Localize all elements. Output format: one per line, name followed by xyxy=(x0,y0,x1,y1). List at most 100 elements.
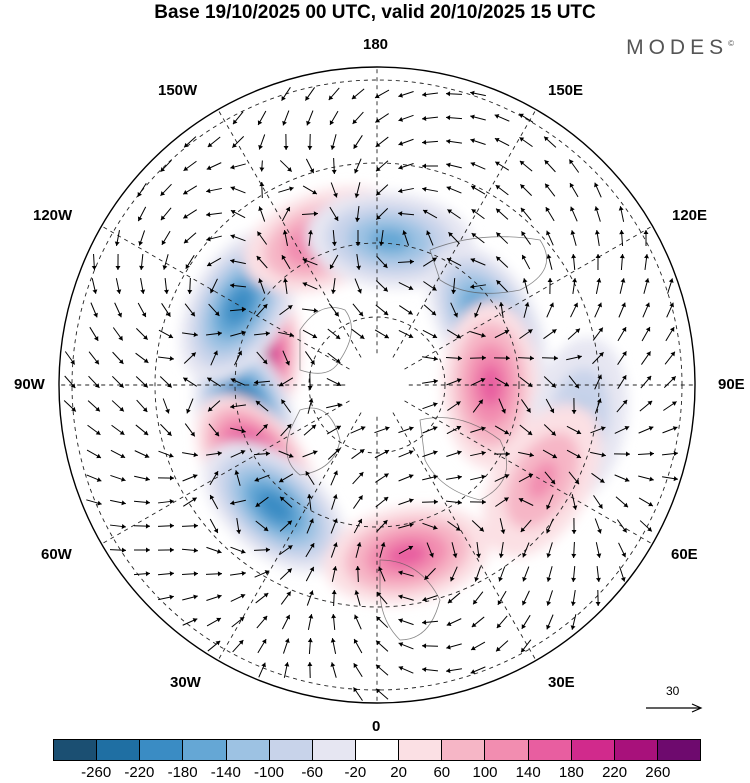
wind-arrow xyxy=(639,520,653,532)
wind-arrow xyxy=(157,523,175,529)
wind-arrow xyxy=(375,160,389,172)
wind-arrow xyxy=(614,474,630,482)
wind-arrow xyxy=(421,115,439,121)
wind-arrow xyxy=(229,307,247,313)
wind-arrow xyxy=(331,613,337,631)
wind-arrow xyxy=(230,258,246,265)
wind-arrow xyxy=(476,542,481,558)
wind-arrow xyxy=(375,304,389,316)
wind-arrow xyxy=(87,424,101,436)
wind-arrow xyxy=(139,253,145,271)
wind-arrow xyxy=(183,160,197,172)
colorbar-tick-label: -220 xyxy=(124,764,155,781)
wind-arrow xyxy=(422,426,438,434)
wind-arrow xyxy=(421,619,439,625)
wind-arrow xyxy=(206,212,222,218)
wind-arrow xyxy=(595,542,602,558)
wind-arrow xyxy=(157,547,175,553)
wind-arrow xyxy=(355,205,361,223)
wind-arrow xyxy=(446,668,462,674)
wind-arrow xyxy=(617,351,627,365)
wind-arrow xyxy=(278,186,294,193)
wind-arrow xyxy=(351,328,365,340)
wind-arrow xyxy=(569,182,579,198)
wind-arrow xyxy=(111,375,125,389)
wind-arrow xyxy=(638,475,654,482)
wind-arrow xyxy=(207,400,221,412)
wind-arrow xyxy=(518,498,534,506)
wind-arrow xyxy=(355,542,362,558)
wind-arrow xyxy=(182,452,198,458)
brand-logo: MODES© xyxy=(626,36,734,60)
wind-arrow xyxy=(494,161,510,171)
wind-arrow xyxy=(470,331,486,338)
wind-arrow xyxy=(258,662,266,678)
wind-arrow xyxy=(329,206,339,222)
wind-arrow xyxy=(210,278,218,294)
wind-arrow xyxy=(258,278,266,294)
wind-arrow xyxy=(353,518,363,534)
wind-arrow xyxy=(619,278,626,294)
wind-arrow xyxy=(208,303,220,317)
wind-arrow xyxy=(566,425,582,435)
wind-arrow xyxy=(112,327,124,341)
wind-arrow xyxy=(209,518,219,534)
wind-arrow xyxy=(206,546,222,554)
wind-arrow xyxy=(230,330,246,337)
wind-arrow xyxy=(447,209,461,219)
wind-arrow xyxy=(591,472,605,484)
wind-arrow xyxy=(640,375,652,389)
wind-arrow xyxy=(110,449,126,459)
wind-arrow xyxy=(666,302,674,318)
wind-arrow xyxy=(398,498,414,506)
wind-arrow xyxy=(64,351,76,365)
wind-arrow xyxy=(283,133,289,151)
wind-arrow xyxy=(375,208,389,220)
wind-arrow xyxy=(398,426,414,434)
colorbar-tick-label: -60 xyxy=(301,764,324,781)
wind-arrow xyxy=(397,259,415,265)
colorbar-swatch xyxy=(528,740,572,760)
wind-arrow xyxy=(446,138,462,144)
wind-arrow xyxy=(494,474,510,482)
copyright-mark: © xyxy=(728,39,734,48)
wind-arrow xyxy=(519,376,533,388)
colorbar-tick-label: -100 xyxy=(253,764,285,781)
wind-arrow xyxy=(593,495,603,509)
wind-arrow xyxy=(308,230,313,246)
wind-arrow xyxy=(493,355,511,361)
wind-arrow xyxy=(447,401,461,411)
wind-arrow xyxy=(571,253,577,271)
wind-arrow xyxy=(617,326,627,342)
colorbar-swatch xyxy=(399,740,443,760)
wind-arrow xyxy=(399,305,413,315)
wind-arrow xyxy=(279,496,293,508)
scandinavia-outline xyxy=(419,417,508,501)
wind-arrow xyxy=(375,664,389,676)
wind-arrow xyxy=(181,571,199,577)
wind-arrow xyxy=(279,544,293,556)
wind-arrow xyxy=(231,616,245,628)
wind-arrow xyxy=(447,592,461,604)
colorbar-swatch xyxy=(140,740,184,760)
wind-arrow xyxy=(422,474,438,481)
latitude-circle xyxy=(308,316,446,454)
wind-arrow xyxy=(158,594,174,601)
wind-arrow xyxy=(450,566,458,582)
wind-arrow xyxy=(375,496,389,508)
wind-arrow xyxy=(571,517,577,535)
wind-arrow xyxy=(354,158,362,174)
wind-arrow xyxy=(546,302,554,318)
wind-arrow xyxy=(426,542,434,558)
wind-arrow xyxy=(282,350,290,366)
wind-arrow xyxy=(495,256,509,268)
wind-arrow xyxy=(374,89,390,99)
wind-arrow xyxy=(471,520,485,532)
wind-arrow xyxy=(594,518,602,534)
wind-arrow xyxy=(590,426,606,434)
wind-arrow xyxy=(230,378,246,386)
wind-arrow xyxy=(495,640,509,652)
colorbar-tick-label: -180 xyxy=(167,764,198,781)
wind-arrow xyxy=(331,566,338,582)
wind-arrow xyxy=(256,255,268,269)
